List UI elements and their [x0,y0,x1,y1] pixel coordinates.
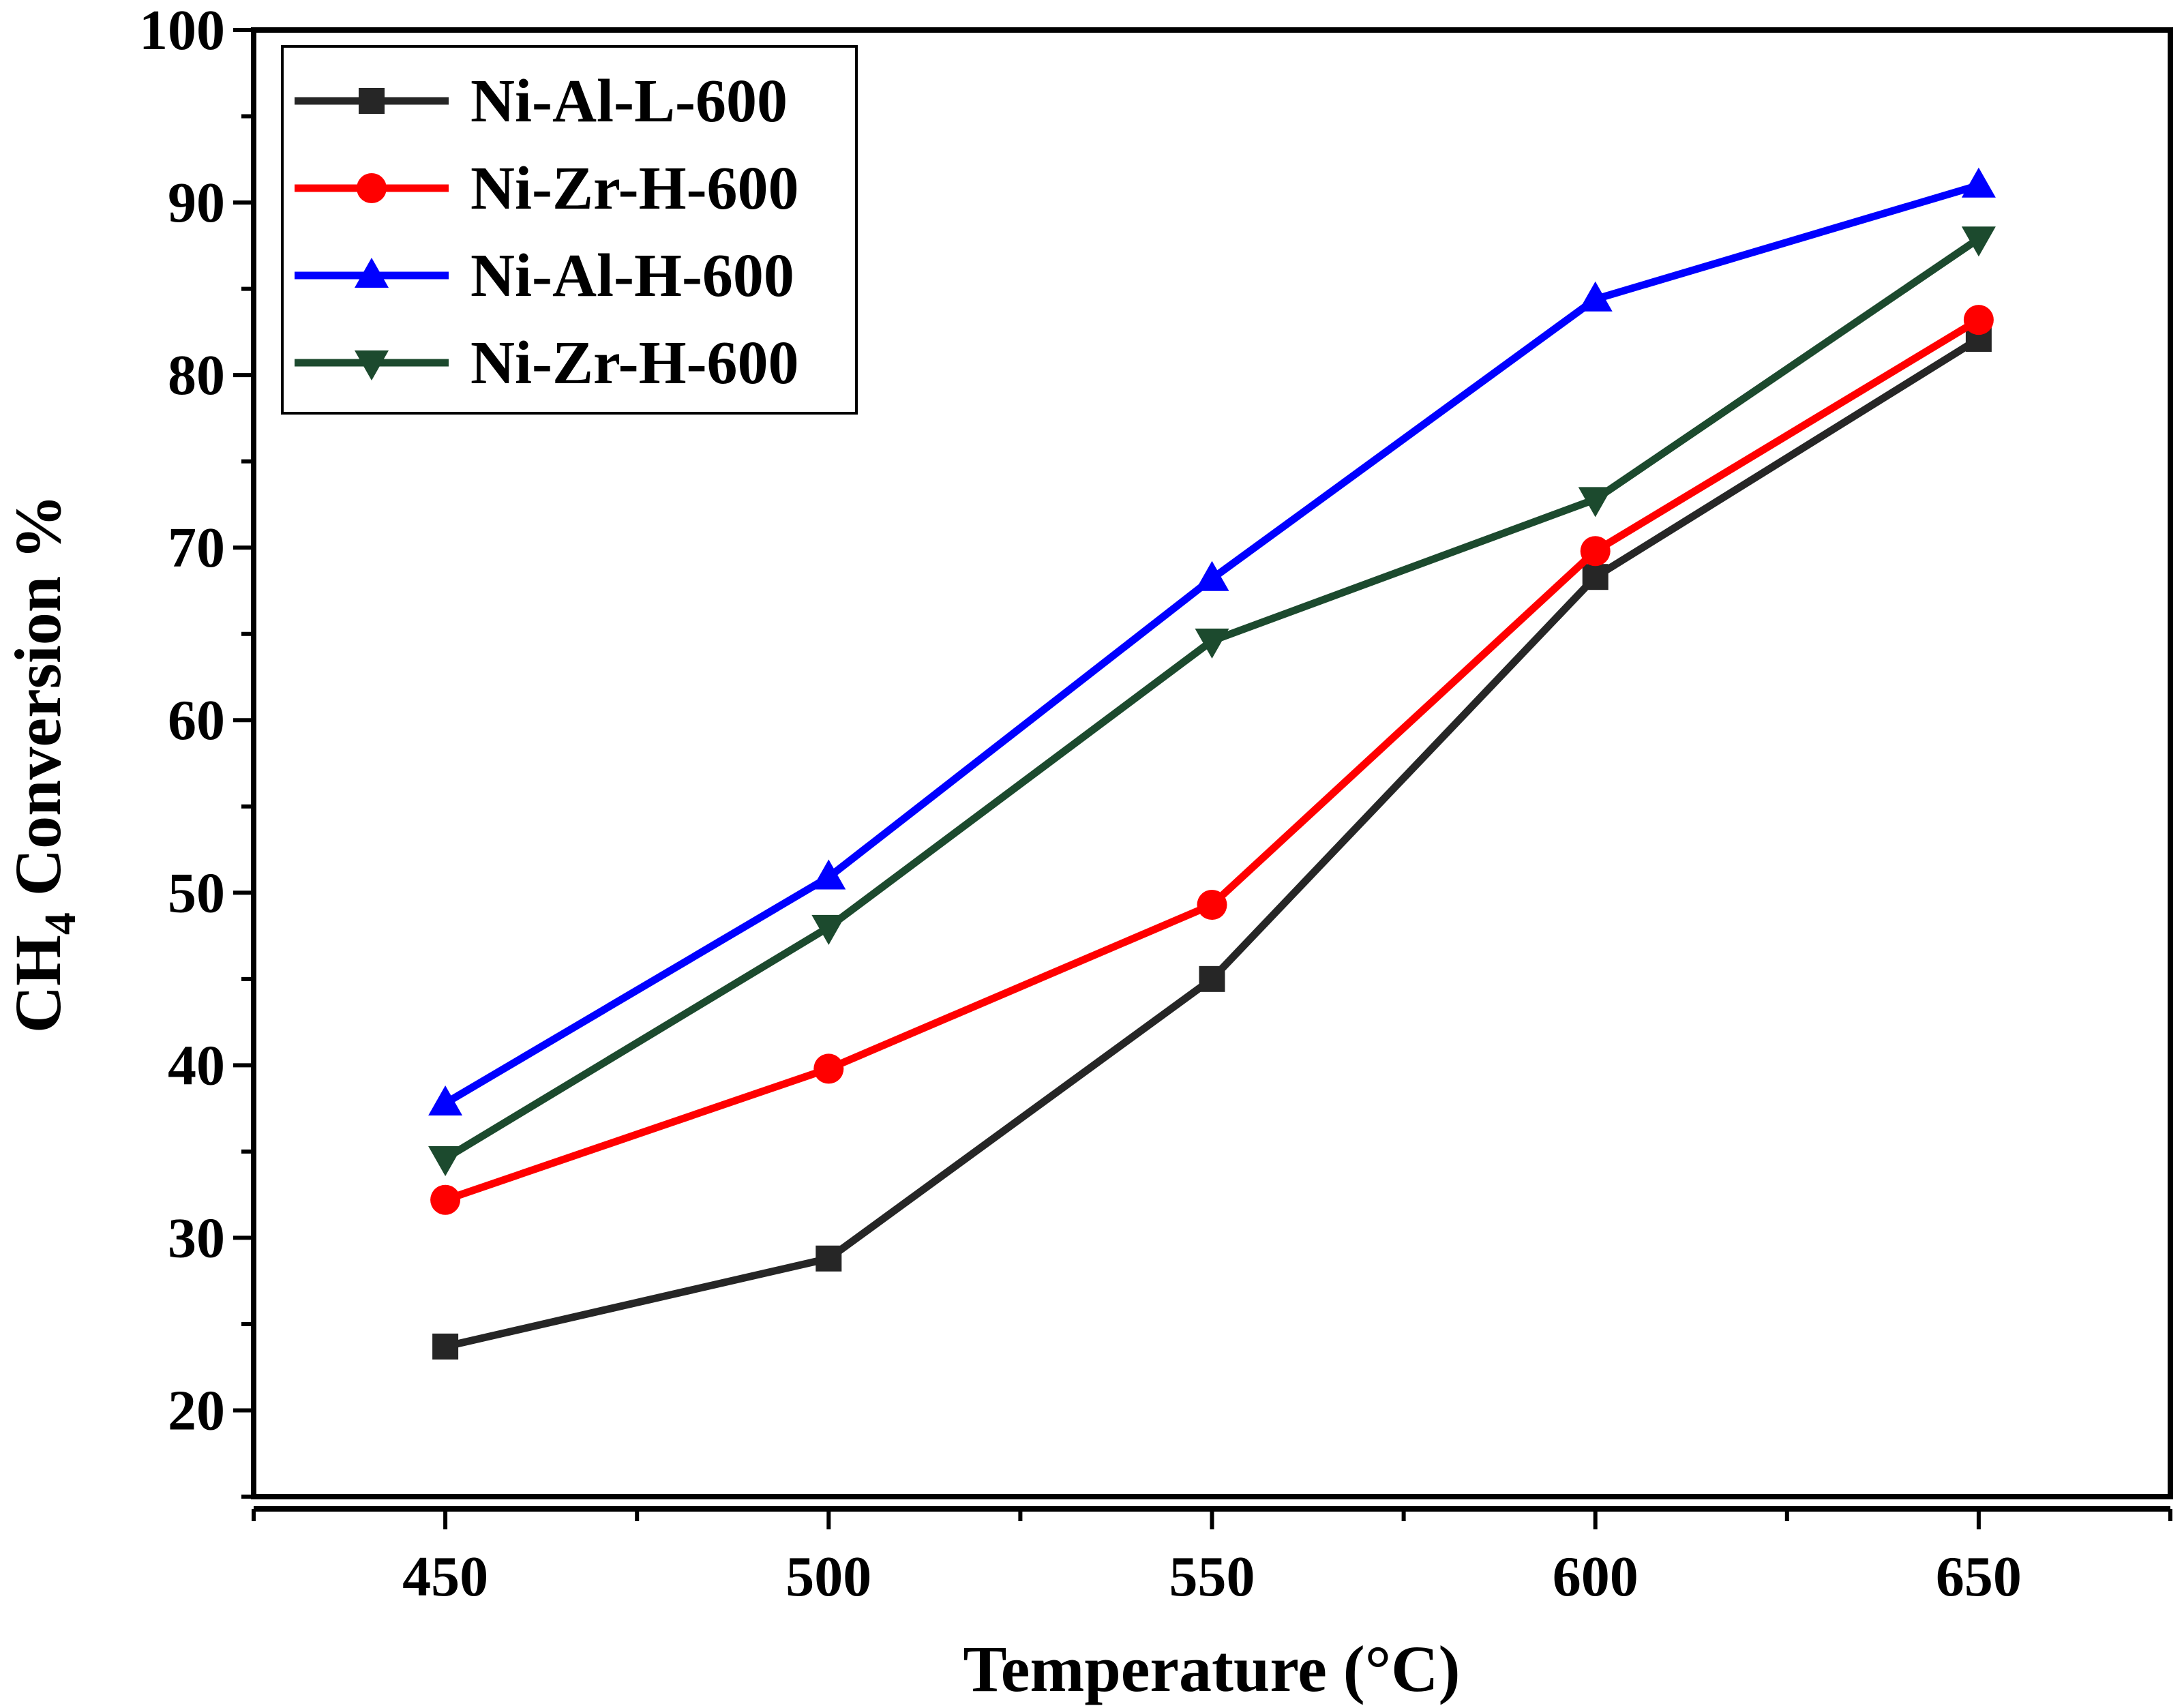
legend-entry: Ni-Zr-H-600 [295,329,799,397]
y-tick-label: 80 [168,344,225,407]
data-point [1197,890,1227,920]
series-layer [428,167,1996,1360]
y-tick-label: 100 [139,0,225,62]
series-2 [430,305,1994,1215]
data-point [811,914,846,945]
series-3 [428,167,1996,1116]
data-point [1195,560,1229,591]
data-point [816,1245,842,1272]
x-tick-label: 550 [1169,1545,1255,1608]
x-axis-title: Temperature (°C) [963,1632,1461,1705]
legend-label: Ni-Zr-H-600 [470,329,799,397]
y-tick-label: 50 [168,861,225,925]
data-point [1578,281,1613,312]
data-point [430,1184,461,1215]
legend-marker [359,88,385,114]
y-tick-label: 30 [168,1206,225,1270]
y-axis-title-main: CH [1,935,74,1033]
x-tick-label: 500 [786,1545,871,1608]
legend-label: Ni-Al-H-600 [470,242,794,310]
data-point [1961,226,1996,257]
legend-label: Ni-Zr-H-600 [470,155,799,222]
data-point [1199,965,1225,992]
y-tick-label: 20 [168,1379,225,1442]
legend: Ni-Al-L-600 Ni-Zr-H-600 Ni-Al-H-600 Ni-Zr-H… [281,45,858,415]
series-line [444,335,1981,1351]
data-point [1963,305,1994,335]
y-axis-ticks: 20 30 40 50 60 70 80 90 100 [139,0,254,1499]
legend-entries: Ni-Al-L-600 Ni-Zr-H-600 Ni-Al-H-600 Ni-Zr-H… [295,68,799,397]
legend-marker [357,173,387,203]
legend-entry: Ni-Al-L-600 [295,68,788,135]
data-point [813,1053,844,1084]
data-point [1195,628,1229,659]
legend-label: Ni-Al-L-600 [470,68,788,135]
series-1 [432,325,1992,1360]
data-point [1580,536,1611,567]
data-point [1961,167,1996,198]
y-axis-title-rest: Conversion % [1,494,74,912]
x-tick-label: 450 [402,1545,488,1608]
y-tick-label: 70 [168,516,225,580]
data-point [432,1333,459,1360]
x-tick-label: 650 [1936,1545,2022,1608]
legend-marker [355,350,389,380]
data-point [428,1085,463,1116]
series-4 [428,226,1996,1177]
x-tick-label: 600 [1553,1545,1639,1608]
y-axis-title: CH4 Conversion % [1,494,85,1033]
series-line [444,316,1981,1203]
data-point [428,1146,463,1177]
legend-entry: Ni-Zr-H-600 [295,155,799,222]
data-point [811,859,846,890]
legend-marker [355,258,389,288]
data-point [1578,487,1613,518]
plot-frame [251,27,2173,1499]
y-axis-title-subscript: 4 [35,912,85,935]
data-point [1582,564,1609,590]
x-axis-ticks: 450 500 550 600 650 [252,1506,2172,1608]
y-tick-label: 60 [168,689,225,752]
legend-entry: Ni-Al-H-600 [295,242,794,310]
y-tick-label: 90 [168,171,225,235]
y-tick-label: 40 [168,1034,225,1097]
